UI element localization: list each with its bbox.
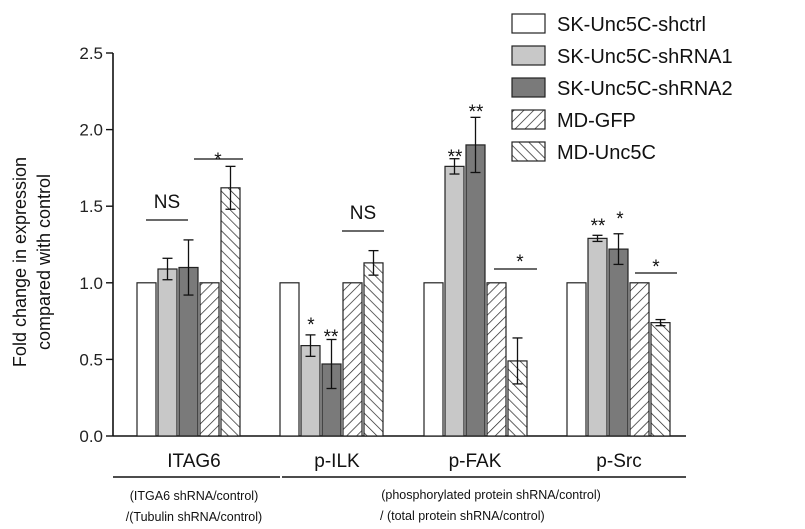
- legend-swatch: [511, 45, 546, 66]
- bar-sk-unc5c-shctrl-p-ilk: [279, 282, 300, 437]
- star-ilk-shrna1: *: [307, 315, 315, 336]
- star-src-md: *: [652, 257, 660, 278]
- bar-md-unc5c-itag6: [220, 187, 241, 437]
- y-tick-label: 1.5: [79, 197, 103, 216]
- legend-label: SK-Unc5C-shctrl: [557, 14, 706, 36]
- bar-sk-unc5c-shctrl-p-fak: [423, 282, 444, 437]
- bar-md-gfp-p-ilk: [342, 282, 363, 437]
- star-fak-shrna2: **: [469, 102, 484, 123]
- error-bars: [162, 116, 666, 390]
- significance-annotations: NS * * ** NS ** ** * ** * *: [146, 102, 677, 348]
- y-tick-label: 0.0: [79, 427, 103, 446]
- bar-sk-unc5c-shrna1-p-src: [587, 237, 608, 437]
- bars: [136, 144, 671, 437]
- bar-sk-unc5c-shrna2-p-src: [608, 248, 629, 437]
- ns-itag6: NS: [154, 192, 180, 213]
- legend-label: MD-Unc5C: [557, 142, 656, 164]
- bar-md-gfp-p-fak: [486, 282, 507, 437]
- legend-swatch: [511, 13, 546, 34]
- bar-md-gfp-itag6: [199, 282, 220, 437]
- legend-swatch: [511, 141, 546, 162]
- legend-label: MD-GFP: [557, 110, 636, 132]
- bar-md-unc5c-p-src: [650, 322, 671, 437]
- star-fak-shrna1: **: [448, 147, 463, 168]
- star-ilk-shrna2: **: [324, 327, 339, 348]
- star-src-shrna1: **: [591, 216, 606, 237]
- bar-sk-unc5c-shrna2-p-fak: [465, 144, 486, 437]
- footnote-right-line1: (phosphorylated protein shRNA/control): [381, 488, 601, 502]
- bar-sk-unc5c-shrna1-itag6: [157, 268, 178, 437]
- bar-sk-unc5c-shctrl-itag6: [136, 282, 157, 437]
- y-tick-label: 2.5: [79, 44, 103, 63]
- y-tick-label: 0.5: [79, 350, 103, 369]
- category-label-itag6: ITAG6: [167, 451, 221, 472]
- star-src-shrna2: *: [616, 209, 624, 230]
- bar-sk-unc5c-shrna1-p-fak: [444, 165, 465, 437]
- category-labels: ITAG6 p-ILK p-FAK p-Src: [167, 451, 641, 472]
- category-label-p-ilk: p-ILK: [314, 451, 360, 472]
- legend-swatch: [511, 109, 546, 130]
- footnote-right-line2: / (total protein shRNA/control): [380, 509, 545, 523]
- legend-label: SK-Unc5C-shRNA1: [557, 46, 733, 68]
- bar-md-unc5c-p-ilk: [363, 262, 384, 437]
- legend-swatch: [511, 77, 546, 98]
- y-axis-label-line1: Fold change in expression: [10, 157, 30, 367]
- ns-ilk: NS: [350, 203, 376, 224]
- category-label-p-src: p-Src: [596, 451, 641, 472]
- footnote-left-line2: /(Tubulin shRNA/control): [126, 510, 262, 524]
- y-axis-label-line2: compared with control: [34, 174, 54, 350]
- bar-sk-unc5c-shrna1-p-ilk: [300, 345, 321, 437]
- star-itag6: *: [214, 150, 222, 171]
- legend: SK-Unc5C-shctrl SK-Unc5C-shRNA1 SK-Unc5C-s…: [511, 13, 733, 164]
- y-tick-label: 2.0: [79, 121, 103, 140]
- category-label-p-fak: p-FAK: [449, 451, 502, 472]
- star-fak-md: *: [516, 252, 524, 273]
- y-tick-label: 1.0: [79, 274, 103, 293]
- bar-sk-unc5c-shctrl-p-src: [566, 282, 587, 437]
- legend-label: SK-Unc5C-shRNA2: [557, 78, 733, 100]
- bar-md-gfp-p-src: [629, 282, 650, 437]
- footnote-left-line1: (ITGA6 shRNA/control): [130, 489, 259, 503]
